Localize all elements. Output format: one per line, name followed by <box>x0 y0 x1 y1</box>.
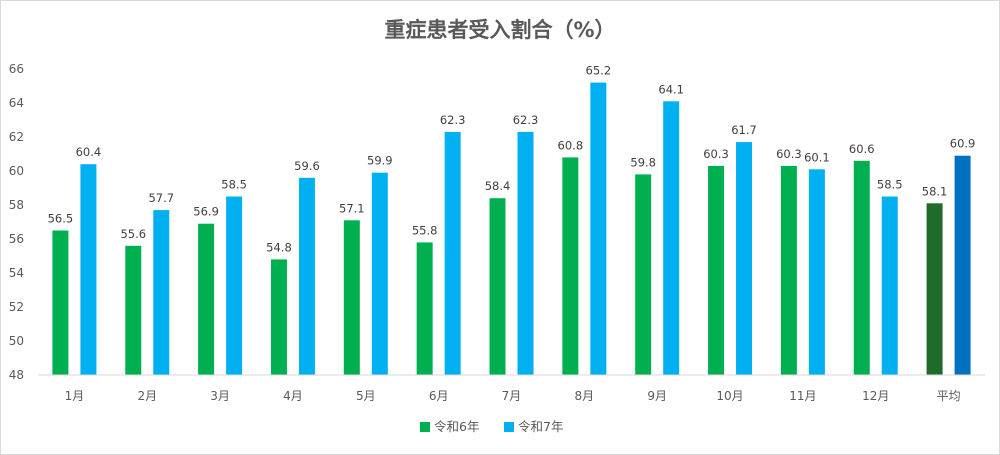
bar-r6 <box>198 223 215 375</box>
data-label: 60.6 <box>849 142 875 156</box>
data-label: 56.5 <box>48 212 74 226</box>
bar-r6 <box>489 198 506 375</box>
chart-title: 重症患者受入割合（%） <box>384 18 616 42</box>
data-label: 58.5 <box>221 178 247 192</box>
y-tick-label: 64 <box>9 96 24 110</box>
bar-r7 <box>444 131 461 375</box>
y-tick-label: 54 <box>9 266 24 280</box>
bar-r6 <box>635 174 652 375</box>
data-label: 60.1 <box>804 150 830 164</box>
y-tick-label: 50 <box>9 334 24 348</box>
bar-r7 <box>736 142 753 375</box>
x-tick-label: 3月 <box>210 389 230 403</box>
legend-swatch <box>420 422 430 432</box>
legend-swatch <box>504 422 514 432</box>
bar-r6 <box>926 203 943 375</box>
x-tick-label: 8月 <box>575 389 595 403</box>
bar-r6 <box>125 245 142 375</box>
x-tick-label: 2月 <box>137 389 157 403</box>
bar-r7 <box>80 164 97 375</box>
data-label: 59.9 <box>367 154 393 168</box>
x-tick-label: 6月 <box>429 389 449 403</box>
bar-r6 <box>270 259 287 375</box>
bar-r6 <box>780 165 797 375</box>
data-label: 59.6 <box>294 159 320 173</box>
data-label: 57.1 <box>339 201 365 215</box>
bar-r7 <box>298 177 315 375</box>
bars-layer: 56.560.455.657.756.958.554.859.657.159.9… <box>48 64 976 376</box>
data-label: 58.5 <box>877 178 903 192</box>
bar-r7 <box>663 101 680 376</box>
x-tick-label: 4月 <box>283 389 303 403</box>
data-label: 58.1 <box>922 184 948 198</box>
bar-r6 <box>853 160 870 375</box>
data-label: 57.7 <box>148 191 174 205</box>
x-tick-label: 1月 <box>65 389 85 403</box>
data-label: 58.4 <box>485 179 511 193</box>
y-tick-label: 66 <box>9 62 24 76</box>
data-label: 54.8 <box>266 240 292 254</box>
bar-r7 <box>808 169 825 375</box>
x-tick-label: 7月 <box>502 389 522 403</box>
data-label: 60.4 <box>76 145 102 159</box>
data-label: 55.8 <box>412 223 438 237</box>
x-tick-label: 9月 <box>647 389 667 403</box>
bar-r6 <box>343 220 360 375</box>
bar-r6 <box>562 157 579 375</box>
bar-r7 <box>954 155 971 375</box>
data-label: 62.3 <box>440 113 466 127</box>
data-label: 55.6 <box>120 227 146 241</box>
x-tick-label: 10月 <box>716 389 743 403</box>
bar-r7 <box>590 82 607 375</box>
data-label: 64.1 <box>658 82 684 96</box>
data-label: 62.3 <box>513 113 539 127</box>
legend: 令和6年 令和7年 <box>420 419 563 434</box>
data-label: 60.3 <box>776 147 802 161</box>
bar-r7 <box>153 210 170 375</box>
data-label: 61.7 <box>731 123 757 137</box>
y-tick-label: 62 <box>9 130 24 144</box>
x-axis: 1月 2月 3月 4月 5月 6月 7月 8月 9月 10月 11月 12月 平均 <box>38 374 985 403</box>
data-label: 56.9 <box>193 205 219 219</box>
x-tick-label: 5月 <box>356 389 376 403</box>
x-tick-label: 11月 <box>789 389 816 403</box>
y-axis: 48 50 52 54 56 58 60 62 64 66 <box>9 62 24 382</box>
x-tick-label: 平均 <box>937 389 961 403</box>
data-label: 59.8 <box>630 155 656 169</box>
data-label: 60.9 <box>950 137 976 151</box>
bar-r6 <box>708 165 725 375</box>
y-tick-label: 48 <box>9 368 24 382</box>
y-tick-label: 58 <box>9 198 24 212</box>
data-label: 65.2 <box>586 64 612 78</box>
data-label: 60.8 <box>558 138 584 152</box>
bar-r7 <box>226 196 243 375</box>
legend-label: 令和7年 <box>518 419 563 434</box>
legend-label: 令和6年 <box>434 419 479 434</box>
data-label: 60.3 <box>703 147 729 161</box>
bar-r7 <box>881 196 898 375</box>
y-tick-label: 52 <box>9 300 24 314</box>
x-tick-label: 12月 <box>862 389 889 403</box>
bar-r7 <box>517 131 534 375</box>
bar-r6 <box>52 230 69 375</box>
bar-r7 <box>371 172 388 375</box>
y-tick-label: 60 <box>9 164 24 178</box>
y-tick-label: 56 <box>9 232 24 246</box>
bar-r6 <box>416 242 433 375</box>
